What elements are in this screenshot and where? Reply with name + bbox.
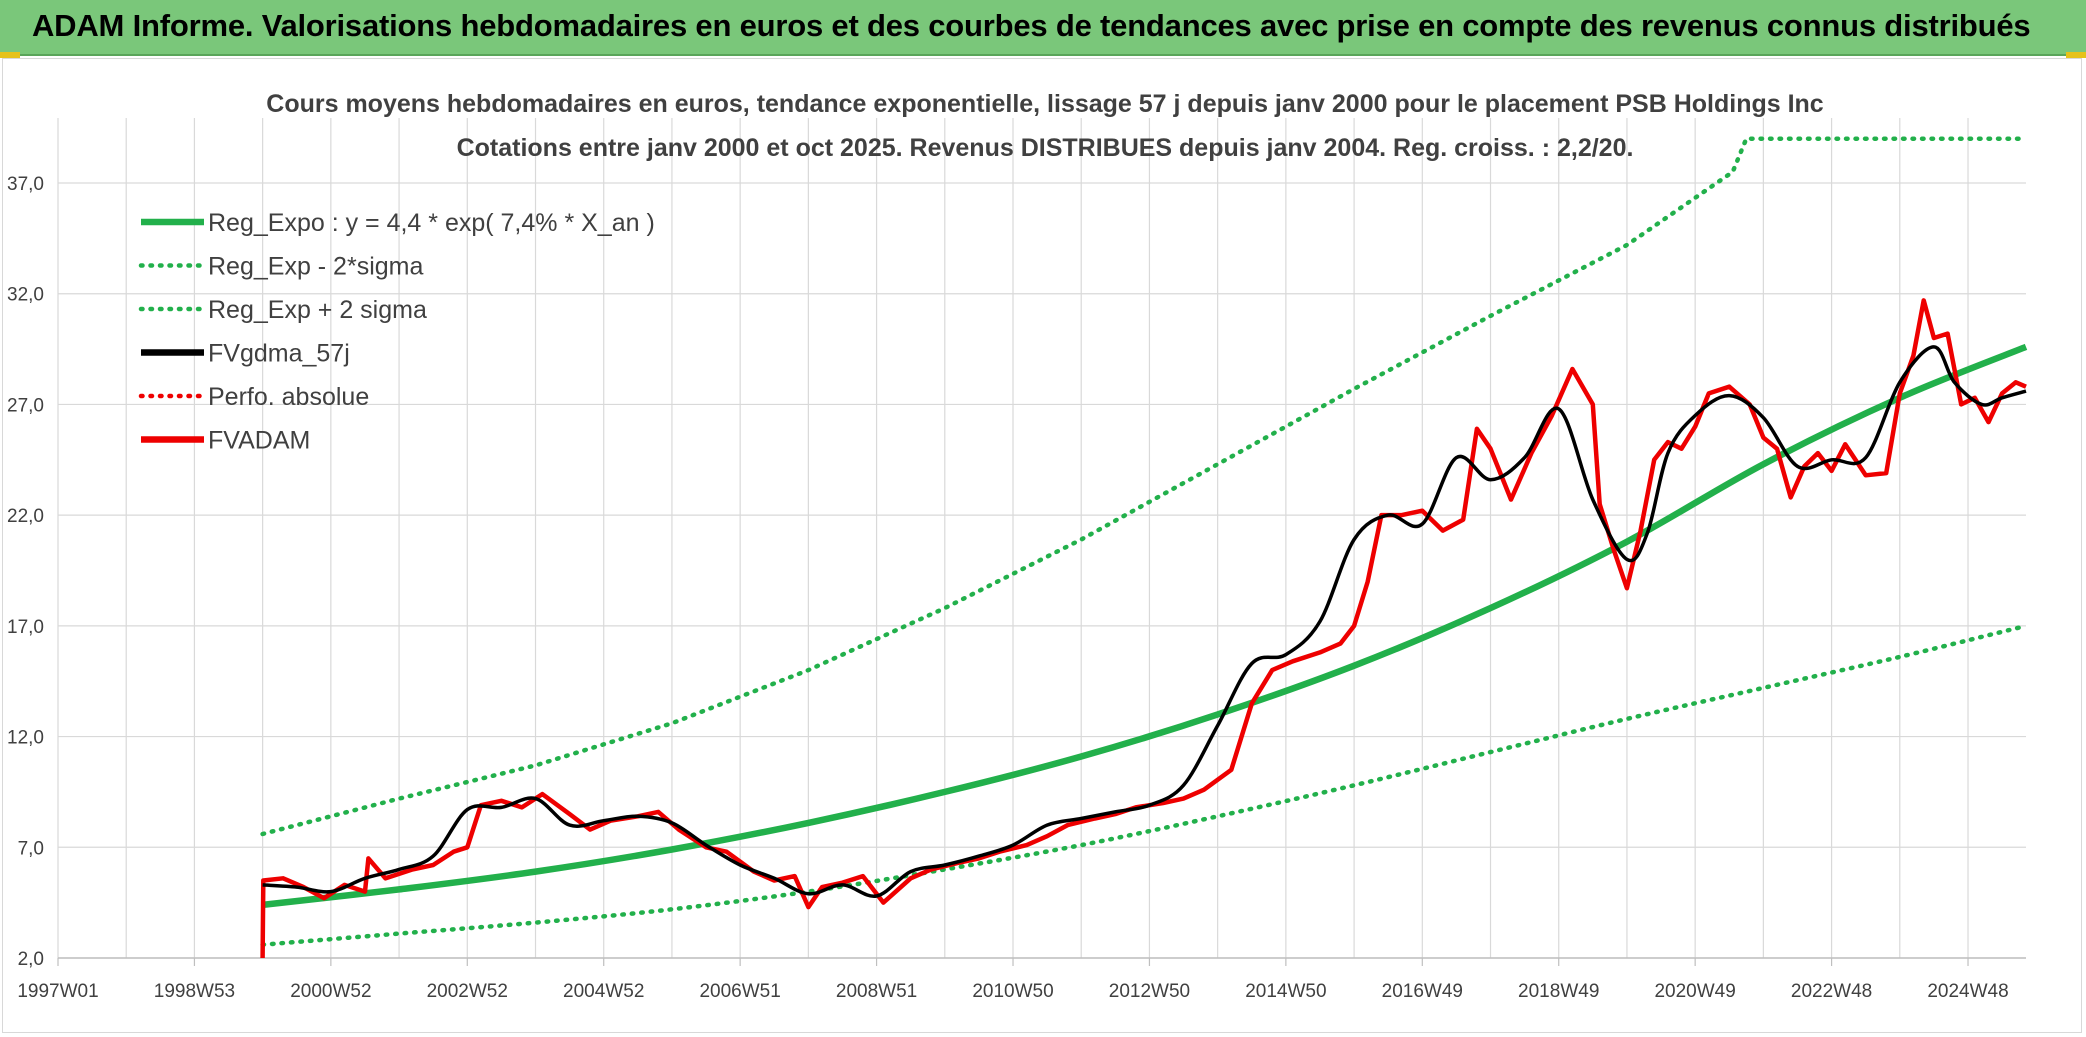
series-fvgdma-57j	[262, 345, 2027, 898]
x-tick-label: 2004W52	[563, 981, 644, 1002]
legend-label: Reg_Expo : y = 4,4 * exp( 7,4% * X_an )	[208, 209, 655, 237]
series-reg-exp-minus-2-sigma	[260, 623, 2029, 947]
legend-label: FVgdma_57j	[208, 340, 350, 368]
x-tick-label: 2024W48	[1927, 981, 2008, 1002]
y-tick-label: 17,0	[7, 617, 44, 638]
x-tick-label: 1997W01	[17, 981, 98, 1002]
y-tick-label: 22,0	[7, 506, 44, 527]
report-banner: ADAM Informe. Valorisations hebdomadaire…	[0, 0, 2086, 56]
axes	[57, 957, 2026, 966]
y-tick-label: 12,0	[7, 728, 44, 749]
x-tick-label: 2020W49	[1654, 981, 1735, 1002]
y-axis-labels: 2,0 7,0 12,0 17,0 22,0 27,0 32,0 37,0	[7, 174, 44, 970]
legend: Reg_Expo : y = 4,4 * exp( 7,4% * X_an ) R…	[138, 209, 655, 455]
x-tick-label: 2008W51	[836, 981, 917, 1002]
x-tick-label: 2014W50	[1245, 981, 1326, 1002]
legend-label: Reg_Exp - 2*sigma	[208, 253, 423, 281]
y-tick-label: 7,0	[18, 838, 44, 859]
x-tick-label: 2022W48	[1791, 981, 1872, 1002]
x-tick-label: 1998W53	[154, 981, 235, 1002]
series-fvadam	[260, 298, 2027, 959]
y-tick-label: 27,0	[7, 395, 44, 416]
x-tick-label: 2012W50	[1109, 981, 1190, 1002]
x-tick-label: 2018W49	[1518, 981, 1599, 1002]
x-tick-label: 2006W51	[699, 981, 780, 1002]
x-axis-labels: 1997W01 1998W53 2000W52 2002W52 2004W52 2006W…	[17, 981, 2008, 1002]
y-tick-label: 2,0	[18, 949, 44, 970]
legend-label: Reg_Exp + 2 sigma	[208, 296, 427, 324]
x-tick-label: 2010W50	[972, 981, 1053, 1002]
series-reg-expo	[262, 343, 2028, 909]
x-tick-label: 2000W52	[290, 981, 371, 1002]
corner-accent-right	[2066, 52, 2086, 58]
y-tick-label: 37,0	[7, 174, 44, 195]
series-reg-exp-plus-2-sigma	[260, 136, 2029, 837]
y-tick-label: 32,0	[7, 285, 44, 306]
chart-subtitle: Cotations entre janv 2000 et oct 2025. R…	[457, 134, 1634, 162]
chart-frame	[2, 58, 2082, 1033]
grid-lines	[57, 118, 2026, 959]
legend-label: Perfo. absolue	[208, 383, 369, 411]
corner-accent-left	[0, 52, 20, 58]
x-tick-label: 2002W52	[427, 981, 508, 1002]
chart-title: Cours moyens hebdomadaires en euros, ten…	[266, 90, 1824, 118]
report-title: ADAM Informe. Valorisations hebdomadaire…	[32, 8, 2031, 43]
legend-label: FVADAM	[208, 427, 310, 455]
x-tick-label: 2016W49	[1382, 981, 1463, 1002]
